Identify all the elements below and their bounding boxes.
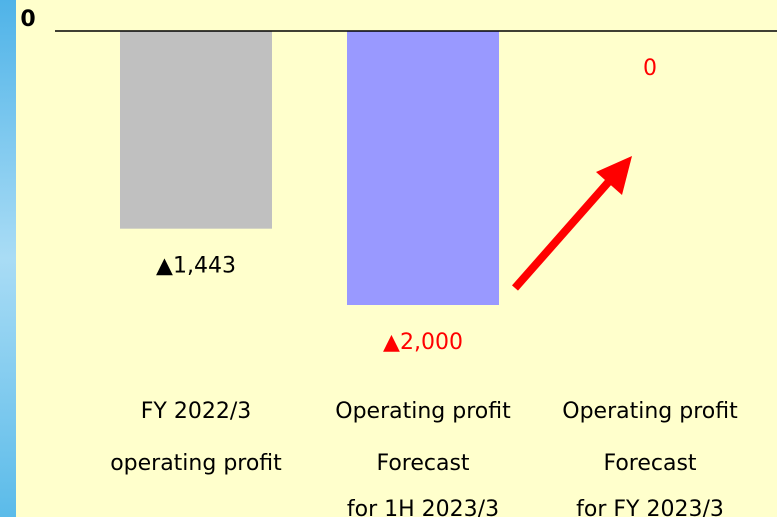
y-tick-label: 0	[20, 7, 35, 32]
x-tick-label: operating profit	[110, 451, 282, 476]
value-label: 0	[643, 56, 657, 81]
value-label: ▲2,000	[383, 330, 463, 355]
arrow	[511, 156, 632, 291]
x-tick-label: Operating profit	[335, 399, 511, 424]
x-tick-label: Forecast	[603, 451, 696, 476]
edge-strip	[0, 0, 16, 517]
x-tick-label: for FY 2023/3	[576, 497, 724, 517]
x-tick-label: for 1H 2023/3	[347, 497, 499, 517]
bar	[347, 31, 499, 305]
x-tick-label: Forecast	[376, 451, 469, 476]
bar	[120, 31, 272, 229]
x-tick-label: FY 2022/3	[141, 399, 251, 424]
x-tick-label: Operating profit	[562, 399, 738, 424]
value-label: ▲1,443	[156, 254, 236, 279]
